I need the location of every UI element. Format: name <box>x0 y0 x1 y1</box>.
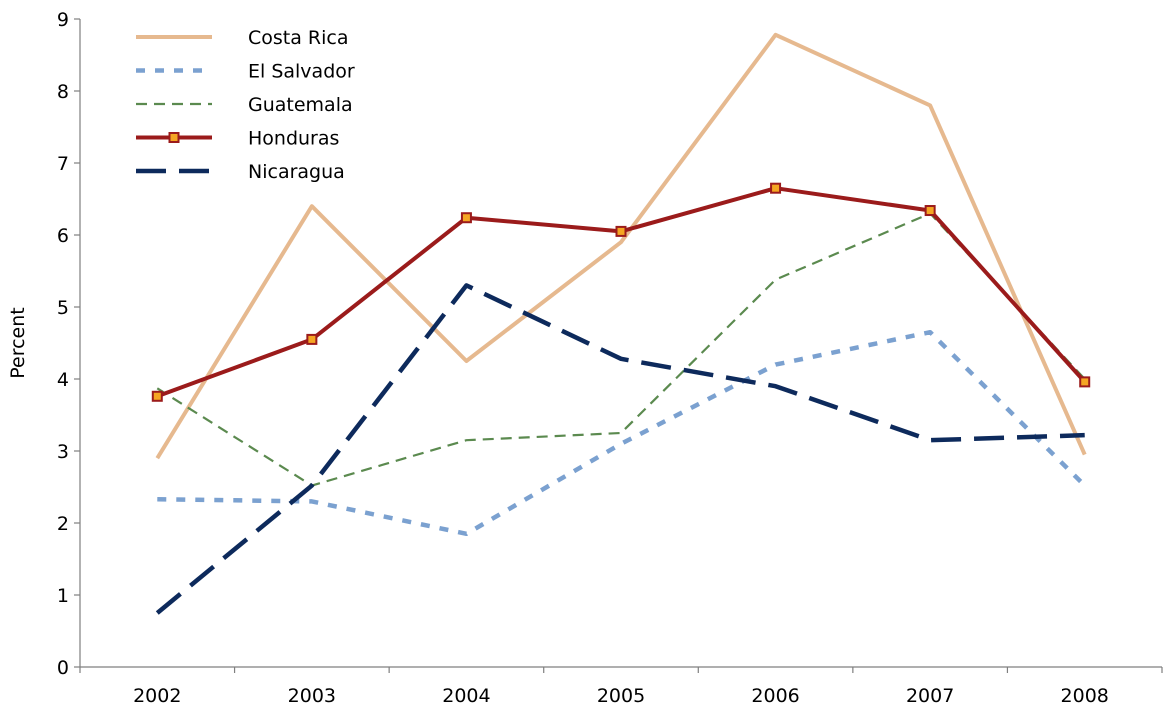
legend-label: Guatemala <box>248 94 353 116</box>
series-line-honduras <box>156 186 1087 399</box>
series-line-nicaragua <box>155 283 1085 615</box>
y-axis: 0 1 2 3 4 5 6 7 8 9 <box>57 9 81 679</box>
x-tick-label: 2002 <box>133 685 181 707</box>
legend-label: Costa Rica <box>248 27 349 49</box>
y-tick-label: 3 <box>57 441 69 463</box>
y-tick-label: 1 <box>57 585 69 607</box>
x-tick-label: 2007 <box>906 685 954 707</box>
data-point-marker <box>460 212 472 224</box>
legend: Costa Rica El Salvador Guatemala Honduras Ni… <box>136 27 355 183</box>
data-point-marker <box>151 390 163 402</box>
x-tick-label: 2005 <box>597 685 645 707</box>
x-axis: 2002 2003 2004 2005 2006 2007 2008 <box>79 666 1163 707</box>
data-point-marker <box>924 205 936 217</box>
legend-label: Honduras <box>248 128 339 150</box>
legend-label: Nicaragua <box>248 161 345 183</box>
data-point-marker <box>770 182 782 194</box>
y-tick-label: 5 <box>57 297 69 319</box>
series-line-costa-rica <box>155 32 1087 460</box>
y-tick-label: 9 <box>57 9 69 31</box>
data-point-marker <box>615 225 627 237</box>
y-tick-label: 2 <box>57 513 69 535</box>
y-tick-label: 8 <box>57 81 69 103</box>
data-point-marker <box>1079 376 1091 388</box>
data-point-marker <box>306 333 318 345</box>
series-line-el-salvador <box>157 329 1087 537</box>
y-tick-label: 4 <box>57 369 69 391</box>
y-tick-label: 6 <box>57 225 69 247</box>
y-tick-label: 7 <box>57 153 69 175</box>
series-layer <box>151 32 1091 615</box>
legend-marker <box>168 132 180 143</box>
x-tick-label: 2006 <box>751 685 799 707</box>
y-axis-title: Percent <box>7 307 29 379</box>
x-tick-label: 2004 <box>442 685 490 707</box>
x-tick-label: 2003 <box>288 685 336 707</box>
y-tick-label: 0 <box>57 657 69 679</box>
series-line-guatemala <box>156 212 1086 487</box>
legend-label: El Salvador <box>248 61 355 83</box>
x-tick-label: 2008 <box>1061 685 1109 707</box>
